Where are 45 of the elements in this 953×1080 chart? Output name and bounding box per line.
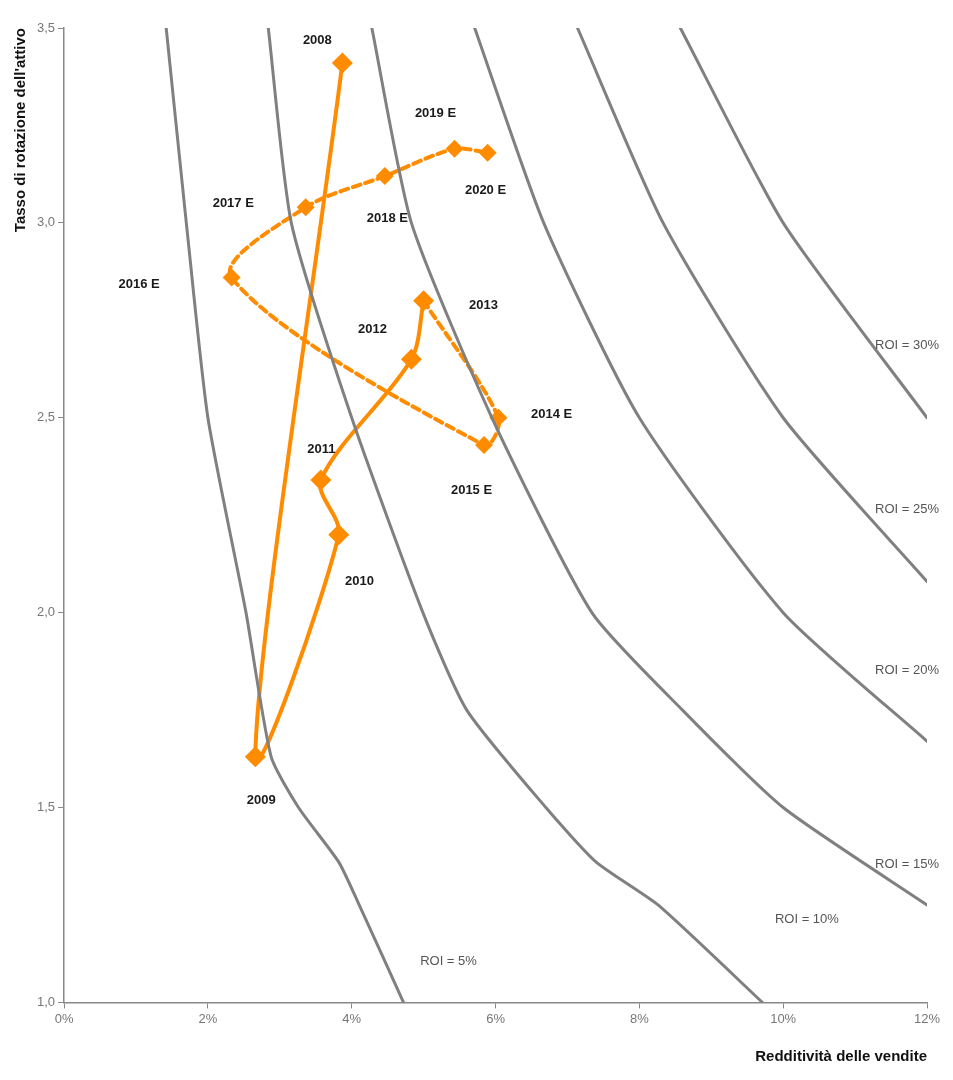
point <box>310 469 332 491</box>
annotation: 2013 <box>469 296 498 312</box>
point <box>400 348 422 370</box>
y-tick-label: 3,0 <box>36 214 56 230</box>
annotation: 2009 <box>246 791 276 807</box>
x-tick-label: 6% <box>486 1010 506 1026</box>
x-tick-label: 12% <box>913 1010 941 1026</box>
x-axis-title: Redditività delle vendite <box>755 1047 927 1065</box>
annotation: ROI = 25% <box>875 500 940 516</box>
annotation: 2016 E <box>118 275 161 291</box>
y-tick-label: 1,0 <box>36 993 56 1009</box>
x-tick-label: 10% <box>770 1010 797 1026</box>
annotation: 2008 <box>302 31 332 47</box>
annotation: 2015 E <box>450 481 493 497</box>
annotation: ROI = 10% <box>774 911 840 927</box>
annotation: 2011 <box>307 441 336 457</box>
annotation: 2010 <box>344 572 374 588</box>
point <box>331 52 353 74</box>
point <box>296 198 315 217</box>
y-tick-label: 3,5 <box>36 19 56 35</box>
point <box>478 143 497 162</box>
annotation: 2017 E <box>212 194 255 210</box>
point <box>222 268 241 287</box>
annotation: 2019 E <box>414 105 457 121</box>
x-tick-label: 0% <box>54 1010 74 1026</box>
y-tick-label: 2,5 <box>36 409 56 425</box>
point <box>445 139 464 158</box>
point <box>328 524 350 546</box>
annotation: 2018 E <box>366 209 409 225</box>
annotation: ROI = 15% <box>875 856 940 872</box>
x-tick-label: 4% <box>342 1010 362 1026</box>
annotation: 2014 E <box>530 406 573 422</box>
annotation: 2020 E <box>464 181 507 197</box>
y-tick-label: 1,5 <box>36 799 56 815</box>
point <box>375 167 394 186</box>
point <box>475 436 494 455</box>
x-tick-label: 2% <box>198 1010 218 1026</box>
y-axis-title: Tasso di rotazione dell'attivo <box>11 28 29 233</box>
annotation: 2012 <box>357 321 387 337</box>
point <box>244 746 266 768</box>
annotation: ROI = 30% <box>875 337 940 353</box>
x-tick-label: 8% <box>629 1010 650 1026</box>
annotation: ROI = 5% <box>420 953 478 969</box>
annotation: ROI = 20% <box>875 662 940 678</box>
y-tick-label: 2,0 <box>36 604 56 620</box>
